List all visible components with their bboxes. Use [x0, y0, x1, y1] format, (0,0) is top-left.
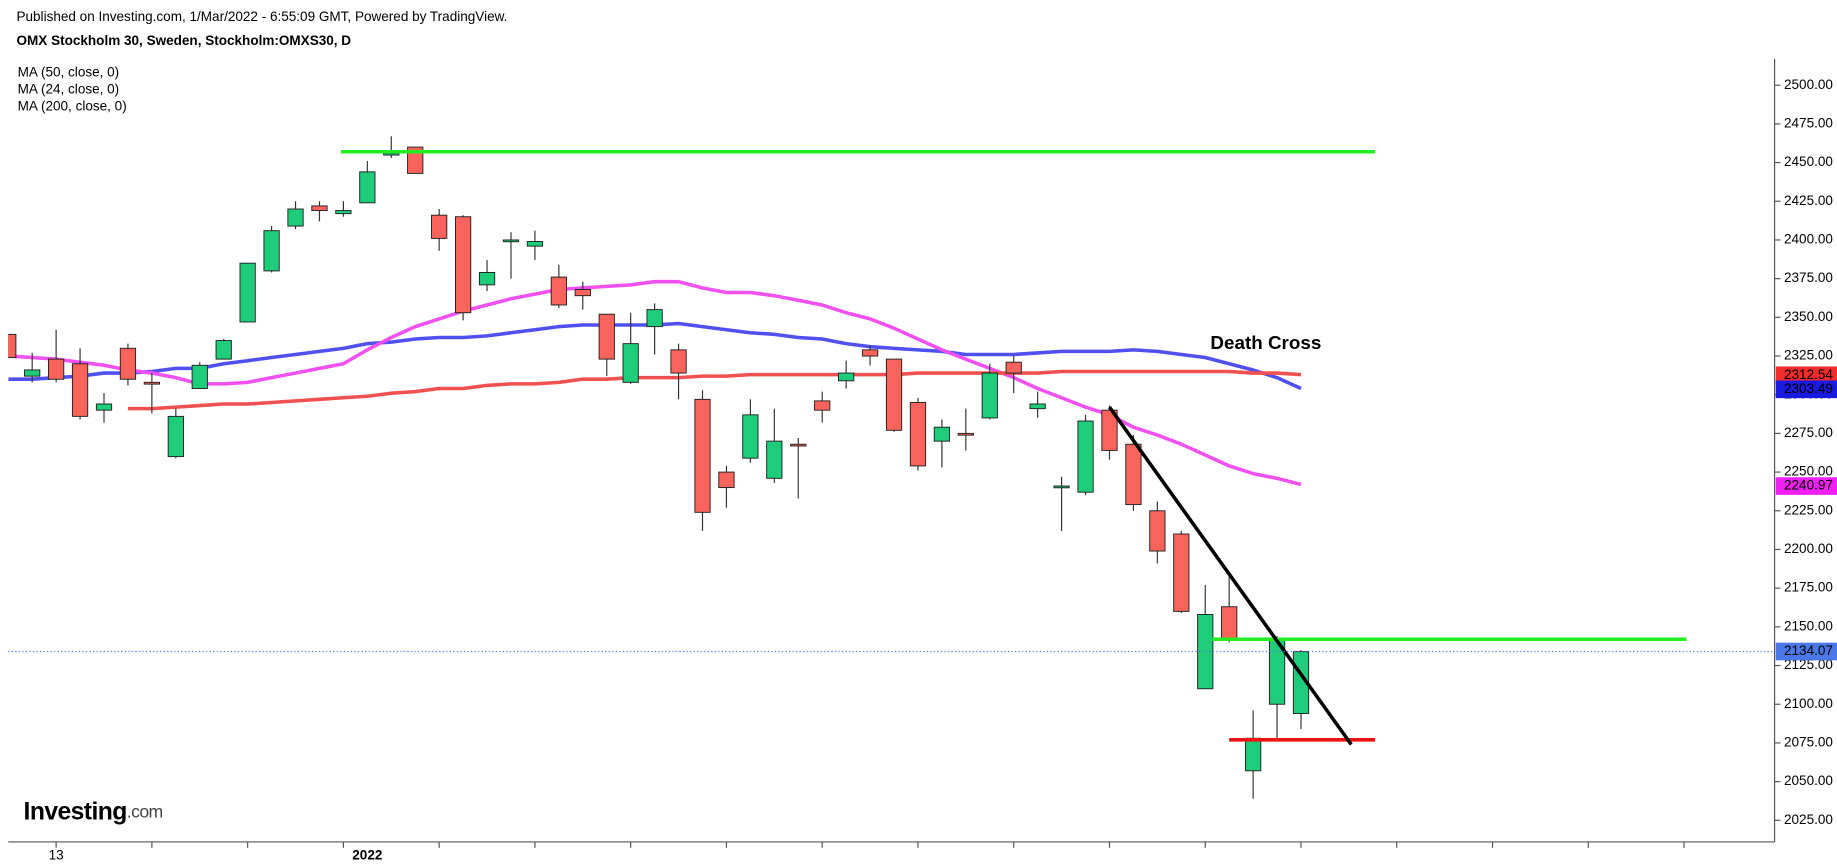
legend-entry: MA (24, close, 0) — [18, 82, 120, 97]
candle-body — [694, 398, 711, 513]
candle-body — [1029, 403, 1046, 410]
candle-body — [981, 372, 998, 419]
candle-body — [646, 309, 663, 328]
price-label: 2240.97 — [1784, 478, 1833, 493]
y-tick-label: 2050.00 — [1784, 773, 1833, 788]
candle-body — [311, 205, 328, 212]
y-tick-label: 2425.00 — [1784, 193, 1833, 208]
logo-suffix: .com — [127, 801, 163, 821]
candle-body — [335, 210, 352, 215]
candle-body — [239, 262, 256, 323]
plot-area — [8, 136, 1687, 799]
x-tick-label: 2022 — [352, 848, 382, 863]
y-tick-label: 2100.00 — [1784, 696, 1833, 711]
y-tick-label: 2325.00 — [1784, 348, 1833, 363]
y-tick-label: 2450.00 — [1784, 154, 1833, 169]
candle-body — [1101, 409, 1118, 451]
candle-body — [143, 381, 161, 385]
candle-body — [502, 239, 520, 243]
candle-body — [119, 347, 137, 380]
ma-line — [127, 369, 1302, 411]
candle-body — [1125, 443, 1142, 506]
ma-line — [8, 279, 1302, 487]
candle-body — [1221, 606, 1238, 640]
candle-body — [263, 230, 280, 272]
candle-body — [454, 216, 472, 314]
candle-body — [1244, 737, 1262, 772]
candle-body — [550, 276, 567, 306]
y-tick-label: 2175.00 — [1784, 580, 1833, 595]
candle-body — [670, 349, 687, 374]
y-tick-label: 2400.00 — [1784, 232, 1833, 247]
legend-entry: MA (200, close, 0) — [18, 99, 127, 114]
published-note: Published on Investing.com, 1/Mar/2022 -… — [16, 9, 507, 24]
candle-body — [718, 471, 735, 489]
candle-body — [790, 443, 807, 447]
candle-body — [742, 414, 759, 459]
annotation: Death Cross — [1210, 332, 1321, 353]
candle-body — [526, 241, 544, 247]
y-tick-label: 2075.00 — [1784, 735, 1833, 750]
y-tick-label: 2125.00 — [1784, 657, 1833, 672]
drawing-line — [1108, 406, 1353, 746]
candle-body — [598, 313, 615, 360]
candle-body — [933, 426, 951, 442]
candle-body — [359, 171, 376, 204]
candle-body — [167, 415, 184, 458]
y-tick-label: 2250.00 — [1784, 464, 1833, 479]
x-tick-label: 13 — [49, 848, 64, 863]
y-tick-label: 2475.00 — [1784, 115, 1833, 130]
candle-body — [909, 401, 927, 467]
candle-body — [574, 289, 591, 297]
candle-body — [766, 440, 783, 479]
y-tick-label: 2350.00 — [1784, 309, 1833, 324]
logo-brand: Investing — [24, 798, 127, 825]
y-tick-label: 2225.00 — [1784, 502, 1833, 517]
y-tick-label: 2275.00 — [1784, 425, 1833, 440]
candle-body — [431, 214, 448, 239]
candle-body — [1005, 361, 1022, 374]
logo: Investing.com — [24, 798, 163, 825]
candle-body — [24, 369, 41, 377]
price-label-bg — [1775, 380, 1837, 399]
candle-body — [1149, 510, 1166, 552]
candle-body — [95, 403, 113, 411]
candle-body — [191, 364, 208, 389]
y-tick-label: 2200.00 — [1784, 541, 1833, 556]
y-tick-label: 2375.00 — [1784, 270, 1833, 285]
candle-body — [287, 208, 304, 227]
candle-body — [814, 400, 831, 411]
candle-body — [861, 349, 879, 357]
candle-body — [407, 146, 424, 174]
candle-body — [1077, 420, 1094, 493]
candle-body — [71, 363, 89, 417]
price-label: 2134.07 — [1784, 643, 1833, 658]
candle-body — [957, 432, 974, 436]
candle-body — [885, 358, 903, 431]
instrument-title: OMX Stockholm 30, Sweden, Stockholm:OMXS… — [16, 33, 351, 48]
y-tick-label: 2025.00 — [1784, 812, 1833, 827]
y-tick-label: 2150.00 — [1784, 618, 1833, 633]
candle-body — [8, 333, 17, 359]
price-label: 2303.49 — [1784, 381, 1833, 396]
candle-body — [1173, 533, 1190, 612]
candle-body — [622, 343, 639, 383]
candle-body — [215, 340, 232, 360]
candle-body — [383, 152, 400, 156]
legend-entry: MA (50, close, 0) — [18, 65, 120, 80]
price-label: 2312.54 — [1784, 367, 1833, 382]
candle-body — [1053, 485, 1070, 489]
price-label-bg — [1775, 477, 1837, 495]
y-tick-label: 2500.00 — [1784, 77, 1833, 92]
candle-body — [47, 358, 65, 380]
candle-body — [838, 372, 855, 382]
candle-body — [478, 271, 496, 286]
price-label-bg — [1775, 642, 1837, 661]
price-label-bg — [1775, 366, 1837, 385]
